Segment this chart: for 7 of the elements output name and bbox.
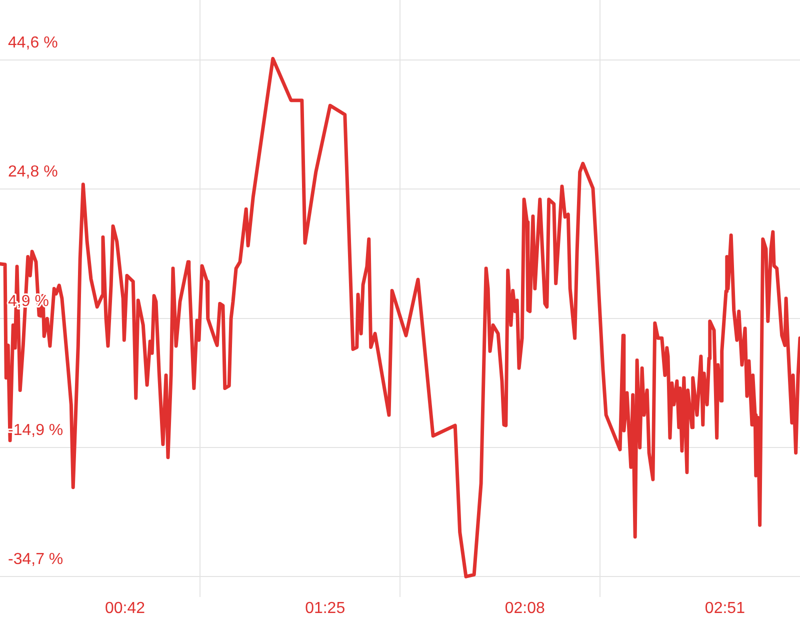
x-tick-label: 02:08	[504, 600, 545, 617]
y-tick-label: 44,6 %	[8, 34, 58, 52]
x-tick-label: 01:25	[305, 600, 346, 617]
x-tick-label: 02:51	[704, 600, 746, 617]
y-tick-label: -34,7 %	[8, 551, 64, 568]
x-tick-label: 00:42	[104, 600, 146, 617]
y-tick-label: 24,8 %	[8, 163, 58, 180]
